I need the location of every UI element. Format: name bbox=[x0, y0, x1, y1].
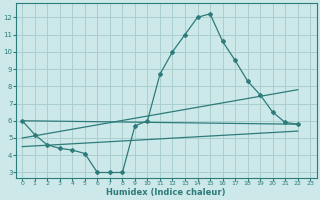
X-axis label: Humidex (Indice chaleur): Humidex (Indice chaleur) bbox=[107, 188, 226, 197]
